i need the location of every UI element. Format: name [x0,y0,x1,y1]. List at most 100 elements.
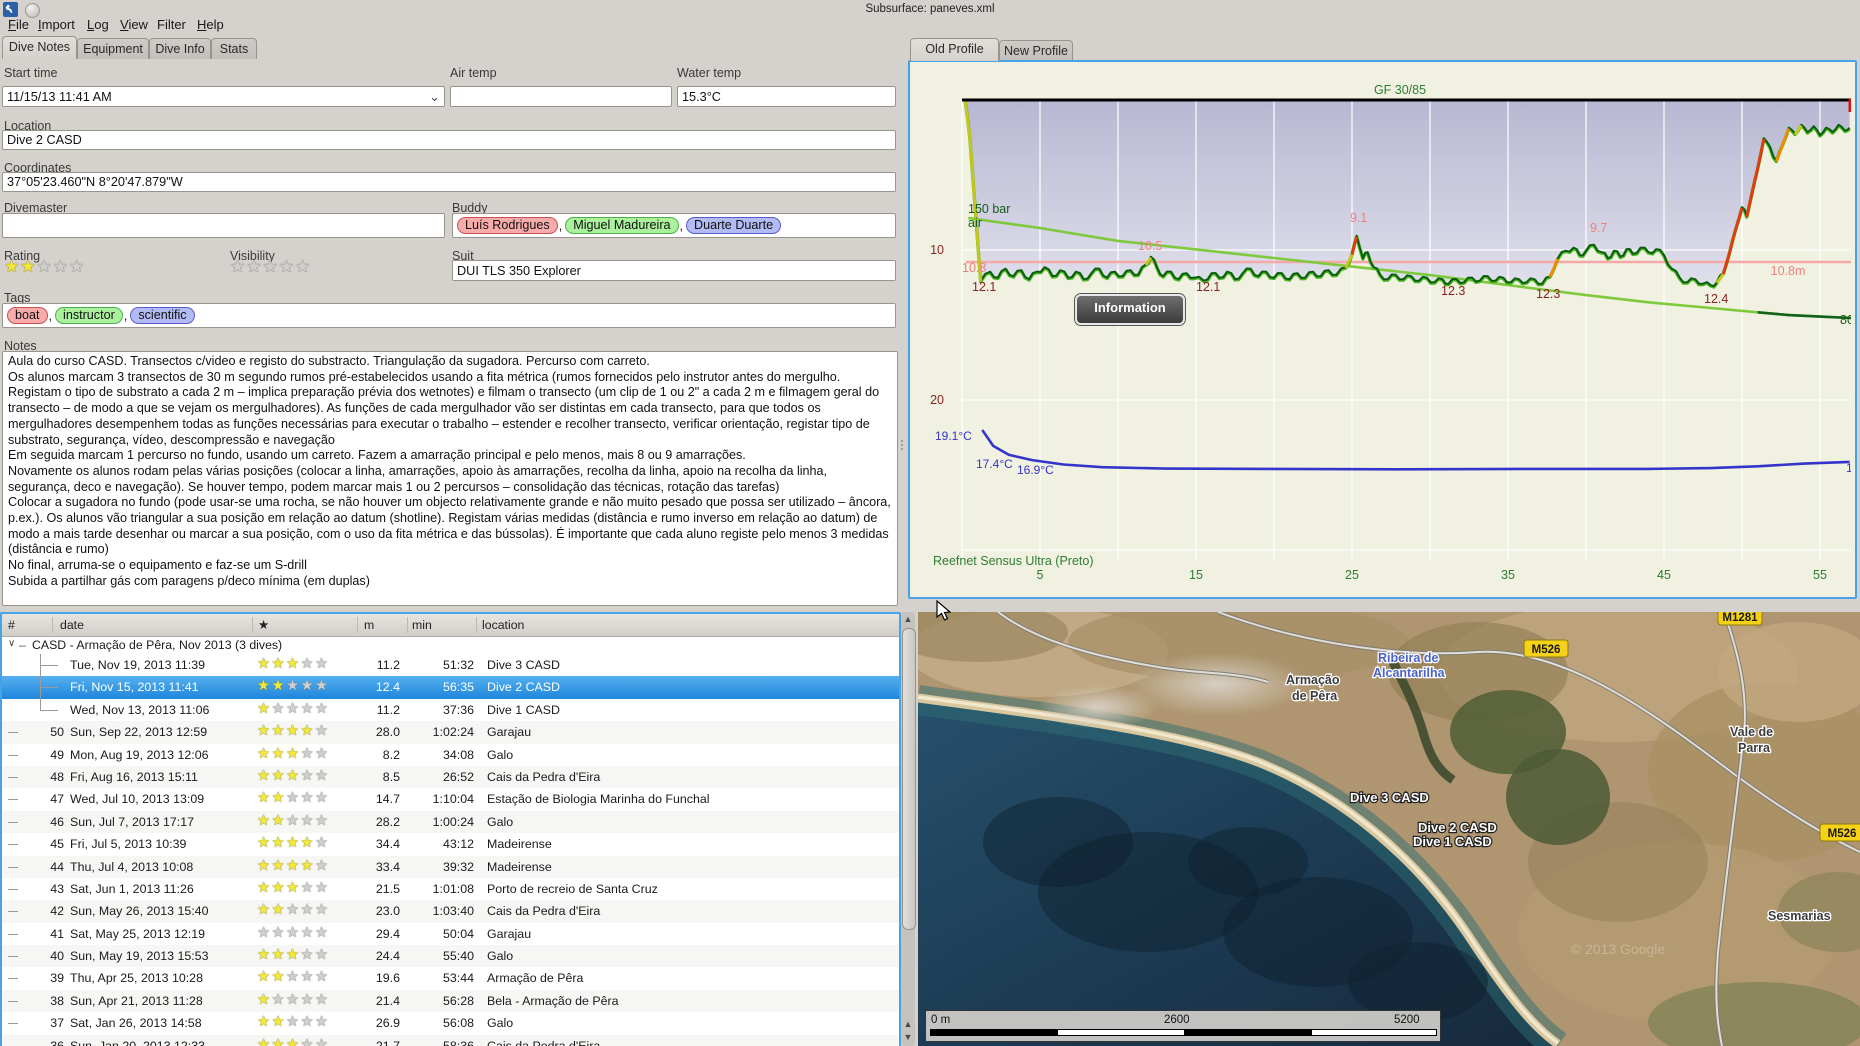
titlebar: Subsurface: paneves.xml [0,0,1860,18]
collapse-arrow-icon[interactable]: ∨ [8,638,16,649]
ascent-rate-segment [1344,253,1354,269]
star-empty-icon[interactable]: ★ [230,257,247,276]
star-filled-icon: ★ [271,812,286,829]
depth-axis-tick: 10 [930,243,944,257]
star-empty-icon: ★ [315,723,330,740]
star-empty-icon[interactable]: ★ [262,257,279,276]
column-separator [476,617,477,633]
menu-file[interactable]: File [8,17,29,32]
divemaster-field[interactable] [2,213,445,238]
scrollbar-up-icon[interactable]: ▲ [903,614,913,624]
buddy-field[interactable]: Luís Rodrigues, Miguel Madureira, Duarte D… [452,213,896,238]
column-header-location[interactable]: location [482,618,525,632]
start-time-field[interactable]: 11/15/13 11:41 AM ⌄ [2,86,445,107]
dive-row[interactable]: 43 Sat, Jun 1, 2013 11:26 ★★★★★ 21.5 1:01:08… [2,877,899,901]
dive-duration: 56:08 [442,1016,474,1031]
star-empty-icon: ★ [315,656,330,672]
dive-duration: 53:44 [442,971,474,986]
dive-row[interactable]: 38 Sun, Apr 21, 2013 11:28 ★★★★★ 21.4 56:28 B… [2,989,899,1013]
dive-location: Cais da Pedra d'Eira [487,1038,601,1046]
dive-number: 41 [50,926,64,941]
scrollbar-thumb[interactable] [902,628,916,930]
menubar: File Import Log View Filter Help [0,17,1860,34]
star-empty-icon[interactable]: ★ [69,257,86,276]
information-button[interactable]: Information [1075,294,1185,325]
dive-location-map[interactable]: Armação de Pêra Ribeira de Alcantarilha Vale… [918,612,1860,1046]
star-empty-icon: ★ [300,947,315,964]
menu-log[interactable]: Log [87,17,109,32]
road-m526 [1217,612,1860,853]
tab-dive-notes[interactable]: Dive Notes [2,36,77,59]
star-empty-icon: ★ [315,924,330,941]
menu-help[interactable]: Help [197,17,224,32]
star-filled-icon[interactable]: ★ [20,257,37,276]
dive-row[interactable]: 48 Fri, Aug 16, 2013 15:11 ★★★★★ 8.5 26:52 Ca… [2,765,899,789]
dive-list-panel: # date ★ m min location ∨ – CASD - Armação de P… [0,612,901,1046]
location-field[interactable]: Dive 2 CASD [2,130,896,150]
menu-filter[interactable]: Filter [157,17,186,32]
terrain-patch [1778,872,1860,952]
dive-row[interactable]: Fri, Nov 15, 2013 11:41 ★★★★★ 12.4 56:35 Div… [2,676,899,699]
chevron-down-icon[interactable]: ⌄ [429,89,440,104]
star-empty-icon: ★ [300,969,315,986]
star-filled-icon: ★ [257,1036,272,1046]
temperature-label: 16 [1846,461,1851,475]
dive-row[interactable]: 44 Thu, Jul 4, 2013 10:08 ★★★★★ 33.4 39:32 Ma… [2,855,899,878]
column-header-date[interactable]: date [60,618,84,632]
dive-row[interactable]: 46 Sun, Jul 7, 2013 17:17 ★★★★★ 28.2 1:00:24… [2,810,899,834]
coordinates-field[interactable]: 37°05'23.460"N 8°20'47.879"W [2,172,896,192]
visibility-stars[interactable]: ★★★★★ [230,257,311,277]
menu-view[interactable]: View [120,17,148,32]
air-temp-field[interactable] [450,86,672,107]
water-temp-field[interactable]: 15.3°C [677,86,896,107]
vertical-splitter[interactable] [901,440,903,450]
tab-stats[interactable]: Stats [211,38,257,59]
rating-stars[interactable]: ★★★★★ [4,257,85,277]
notes-field[interactable]: Aula do curso CASD. Transectos c/video e… [2,351,898,606]
reef-shadow [983,797,1133,887]
dive-row[interactable]: 49 Mon, Aug 19, 2013 12:06 ★★★★★ 8.2 34:08 Ga… [2,743,899,766]
dive-list-scrollbar[interactable]: ▲ ▲ ▼ [901,612,916,1046]
star-empty-icon[interactable]: ★ [278,257,295,276]
suit-field[interactable]: DUI TLS 350 Explorer [452,260,896,281]
star-filled-icon: ★ [271,1014,286,1031]
column-header-rating[interactable]: ★ [258,618,270,632]
scrollbar-up2-icon[interactable]: ▲ [903,1019,913,1029]
dive-row[interactable]: 40 Sun, May 19, 2013 15:53 ★★★★★ 24.4 55:40 G… [2,945,899,968]
dive-depth: 26.9 [375,1016,400,1031]
column-header-min[interactable]: min [412,618,432,632]
dive-row[interactable]: 50 Sun, Sep 22, 2013 12:59 ★★★★★ 28.0 1:02:2… [2,721,899,744]
tags-field[interactable]: boat, instructor, scientific [2,303,896,328]
dive-duration: 56:35 [442,680,474,695]
dive-row[interactable]: 41 Sat, May 25, 2013 12:19 ★★★★★ 29.4 50:04 G… [2,922,899,946]
tab-equipment[interactable]: Equipment [77,38,149,59]
star-empty-icon: ★ [315,1036,330,1046]
dive-row[interactable]: Wed, Nov 13, 2013 11:06 ★★★★★ 11.2 37:36 Div… [2,698,899,722]
trip-group-row[interactable]: ∨ – CASD - Armação de Pêra, Nov 2013 (3 di… [2,637,899,654]
dive-row[interactable]: 37 Sat, Jan 26, 2013 14:58 ★★★★★ 26.9 56:08 G… [2,1012,899,1035]
dive-location: Dive 1 CASD [487,702,560,717]
star-empty-icon[interactable]: ★ [246,257,263,276]
dive-row[interactable]: 47 Wed, Jul 10, 2013 13:09 ★★★★★ 14.7 1:10:0… [2,788,899,811]
star-empty-icon[interactable]: ★ [295,257,312,276]
dive-row[interactable]: 36 Sun, Jan 20, 2013 12:33 ★★★★★ 21.7 58:36 C… [2,1034,899,1046]
star-filled-icon[interactable]: ★ [4,257,21,276]
tab-dive-info[interactable]: Dive Info [149,38,211,59]
tab-new-profile[interactable]: New Profile [999,40,1073,61]
scrollbar-down-icon[interactable]: ▼ [903,1032,913,1042]
menu-import[interactable]: Import [38,17,75,32]
dive-row[interactable]: 45 Fri, Jul 5, 2013 10:39 ★★★★★ 34.4 43:12 Ma… [2,833,899,856]
dive-row[interactable]: 39 Thu, Apr 25, 2013 10:28 ★★★★★ 19.6 53:44 A… [2,967,899,990]
dive-row[interactable]: Tue, Nov 19, 2013 11:39 ★★★★★ 11.2 51:32 Div… [2,654,899,677]
column-header-number[interactable]: # [8,618,15,632]
star-empty-icon[interactable]: ★ [36,257,53,276]
star-empty-icon[interactable]: ★ [52,257,69,276]
tab-old-profile[interactable]: Old Profile [910,38,999,61]
map-label-parra: Parra [1738,741,1771,755]
column-header-m[interactable]: m [364,618,375,632]
dive-location: Galo [487,814,514,829]
wetland [1450,690,1566,774]
horizontal-splitter[interactable] [908,599,1860,617]
titlebar-button[interactable] [25,3,40,18]
dive-row[interactable]: 42 Sun, May 26, 2013 15:40 ★★★★★ 23.0 1:03:4… [2,900,899,923]
